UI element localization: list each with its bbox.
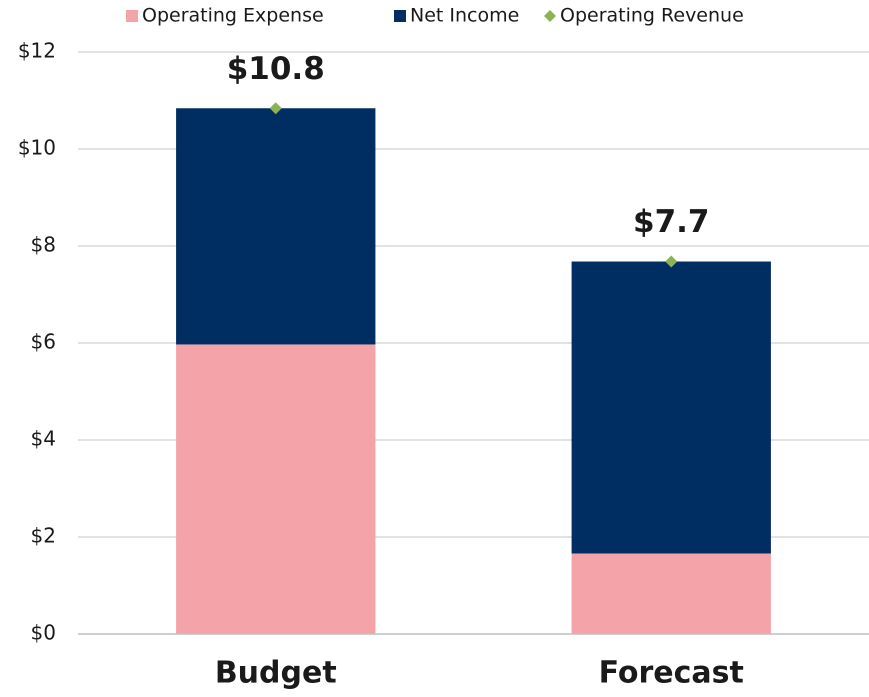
legend-label: Operating Revenue bbox=[560, 5, 744, 27]
legend-label: Operating Expense bbox=[142, 5, 324, 27]
data-label: $7.7 bbox=[633, 204, 710, 240]
y-tick-label: $10 bbox=[18, 136, 56, 160]
y-tick-label: $12 bbox=[18, 39, 56, 63]
y-tick-label: $2 bbox=[31, 524, 56, 548]
revenue-marker bbox=[269, 102, 282, 115]
legend-label: Net Income bbox=[410, 5, 519, 27]
bar-segment bbox=[571, 261, 771, 554]
y-tick-label: $4 bbox=[31, 427, 56, 451]
bar-segment bbox=[571, 553, 771, 634]
y-tick-label: $8 bbox=[31, 233, 56, 257]
x-tick-label: Forecast bbox=[599, 656, 744, 691]
legend-marker bbox=[544, 10, 556, 22]
bar-segment bbox=[176, 108, 376, 345]
y-tick-label: $6 bbox=[31, 330, 56, 354]
data-label: $10.8 bbox=[227, 51, 325, 87]
revenue-marker bbox=[665, 255, 678, 268]
y-tick-label: $0 bbox=[31, 621, 56, 645]
legend-marker bbox=[394, 10, 406, 22]
legend-marker bbox=[126, 10, 138, 22]
bar-segment bbox=[176, 344, 376, 634]
x-tick-label: Budget bbox=[215, 656, 337, 691]
